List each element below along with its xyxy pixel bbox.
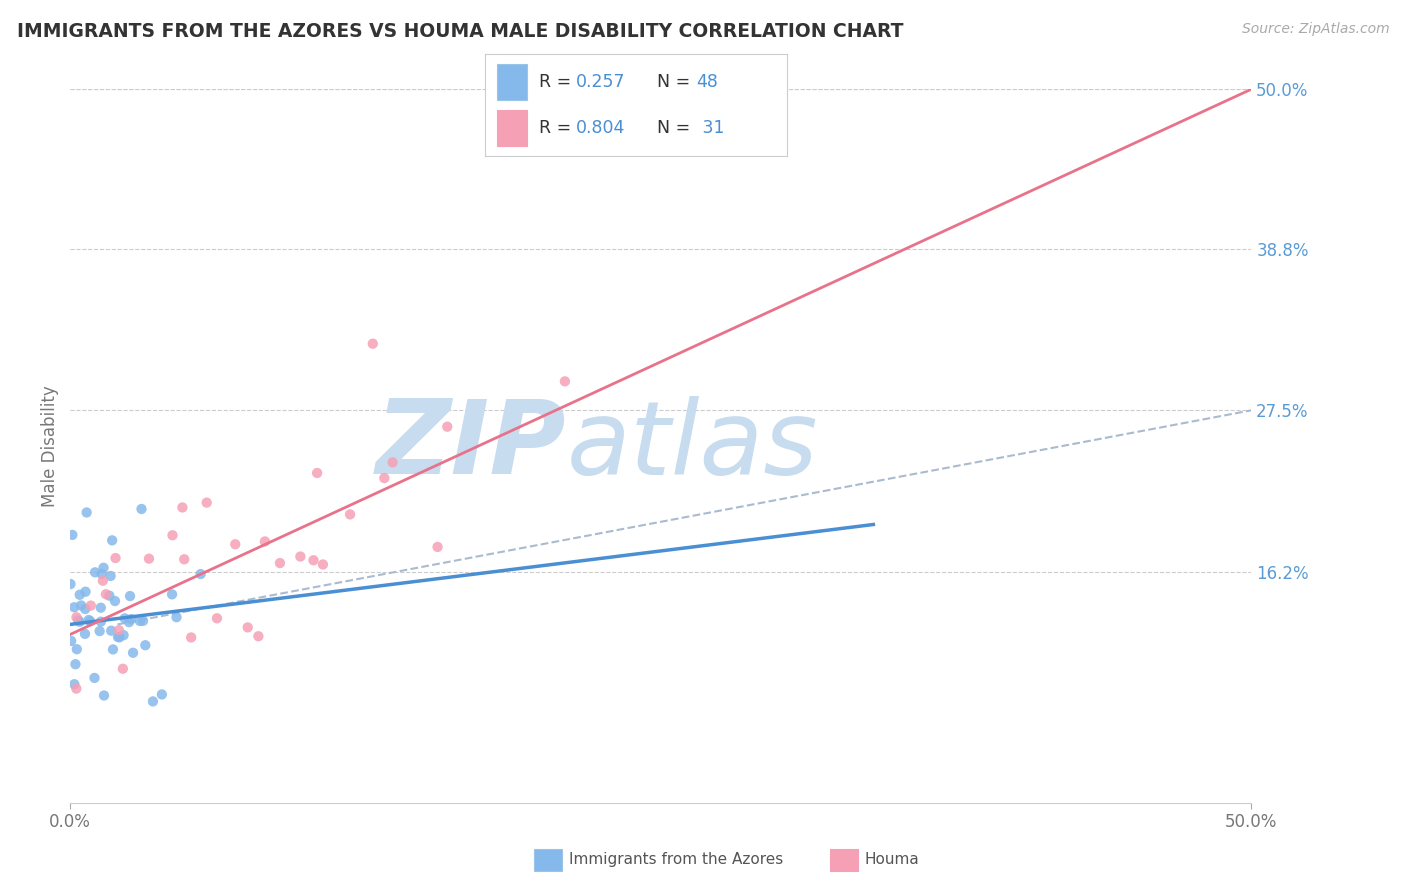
Point xyxy=(59,577,82,591)
Text: 0.257: 0.257 xyxy=(576,73,626,91)
Point xyxy=(426,540,449,554)
Point xyxy=(111,662,134,676)
Point xyxy=(118,589,141,603)
Point xyxy=(75,584,97,599)
Point xyxy=(253,534,276,549)
Point xyxy=(63,677,86,691)
Point xyxy=(84,566,107,580)
Point xyxy=(128,614,150,628)
Text: N =: N = xyxy=(658,73,696,91)
Point xyxy=(93,561,115,575)
Point xyxy=(69,588,91,602)
Point xyxy=(205,611,228,625)
FancyBboxPatch shape xyxy=(498,110,527,145)
Point xyxy=(70,599,93,613)
Point xyxy=(224,537,246,551)
Point xyxy=(307,466,329,480)
Point xyxy=(65,681,87,696)
Point xyxy=(381,455,404,469)
Point xyxy=(290,549,312,564)
Point xyxy=(373,471,395,485)
FancyBboxPatch shape xyxy=(498,64,527,100)
Text: ZIP: ZIP xyxy=(375,395,567,497)
Point xyxy=(65,657,87,672)
Point xyxy=(195,495,218,509)
Point xyxy=(118,615,141,629)
Point xyxy=(138,551,160,566)
Point xyxy=(100,624,122,638)
Point xyxy=(76,506,98,520)
Point xyxy=(132,614,155,628)
Point xyxy=(104,594,127,608)
Point xyxy=(302,553,325,567)
Point xyxy=(94,587,117,601)
Point xyxy=(67,613,90,627)
Point xyxy=(112,628,135,642)
Point xyxy=(66,642,89,657)
Text: Houma: Houma xyxy=(865,853,920,867)
Point xyxy=(361,336,384,351)
Point xyxy=(91,574,114,588)
Point xyxy=(80,599,103,613)
Point xyxy=(120,612,142,626)
Point xyxy=(160,587,183,601)
Point xyxy=(90,600,112,615)
Point xyxy=(172,500,194,515)
Y-axis label: Male Disability: Male Disability xyxy=(41,385,59,507)
Point xyxy=(100,569,122,583)
Point xyxy=(98,589,121,603)
Point xyxy=(134,638,156,652)
Text: 48: 48 xyxy=(696,73,718,91)
Point xyxy=(173,552,195,566)
Text: 31: 31 xyxy=(696,119,724,136)
Point xyxy=(114,611,136,625)
Point xyxy=(312,558,335,572)
Point xyxy=(90,615,112,629)
Point xyxy=(108,630,131,644)
Point xyxy=(122,646,145,660)
Point xyxy=(79,614,101,628)
Point xyxy=(142,694,165,708)
Point xyxy=(166,610,188,624)
Point xyxy=(247,629,270,643)
Point xyxy=(63,600,86,615)
Point xyxy=(65,610,87,624)
Text: Immigrants from the Azores: Immigrants from the Azores xyxy=(569,853,783,867)
Point xyxy=(150,688,173,702)
Text: N =: N = xyxy=(658,119,696,136)
Point xyxy=(77,613,100,627)
Point xyxy=(69,615,91,629)
Point xyxy=(93,689,115,703)
Text: R =: R = xyxy=(540,119,578,136)
Point xyxy=(60,528,83,542)
Point xyxy=(269,556,291,570)
Point xyxy=(180,631,202,645)
Point xyxy=(60,634,83,648)
Point xyxy=(131,502,153,516)
Text: Source: ZipAtlas.com: Source: ZipAtlas.com xyxy=(1241,22,1389,37)
Text: 0.804: 0.804 xyxy=(576,119,626,136)
Point xyxy=(83,671,105,685)
Point xyxy=(90,566,112,581)
Text: atlas: atlas xyxy=(567,396,818,496)
Point xyxy=(73,627,96,641)
Point xyxy=(108,623,131,637)
Point xyxy=(89,624,111,639)
Point xyxy=(436,419,458,434)
Point xyxy=(75,602,97,616)
Point xyxy=(101,533,124,548)
Point xyxy=(339,508,361,522)
Point xyxy=(104,551,127,566)
Point xyxy=(162,528,184,542)
Text: R =: R = xyxy=(540,73,578,91)
Text: IMMIGRANTS FROM THE AZORES VS HOUMA MALE DISABILITY CORRELATION CHART: IMMIGRANTS FROM THE AZORES VS HOUMA MALE… xyxy=(17,22,904,41)
Point xyxy=(554,375,576,389)
Point xyxy=(101,642,124,657)
Point xyxy=(236,620,259,634)
Point xyxy=(190,567,212,582)
Point xyxy=(107,630,129,644)
